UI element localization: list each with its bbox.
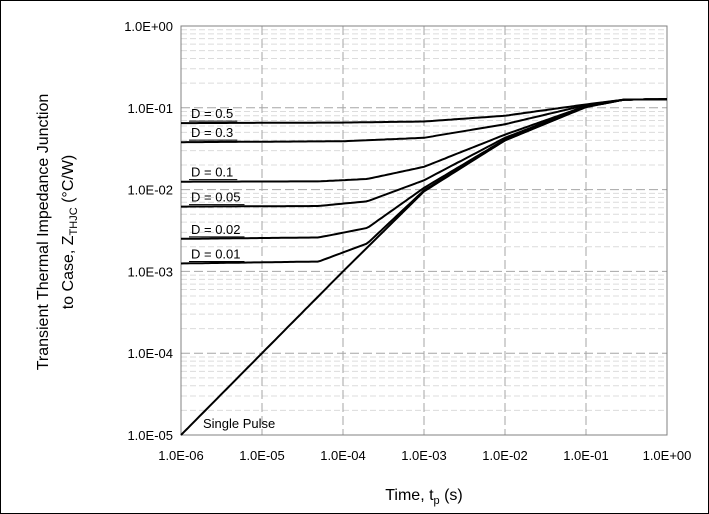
x-tick-labels: 1.0E-06 1.0E-05 1.0E-04 1.0E-03 1.0E-02 1.0E-… [158,448,691,463]
x-tick-label: 1.0E+00 [643,448,692,463]
y-tick-label: 1.0E-05 [127,428,173,443]
x-axis-title-main: Time, t [385,487,434,504]
curve-label-d-0-1: D = 0.1 [191,165,233,180]
y-tick-label: 1.0E+00 [124,19,173,34]
x-tick-label: 1.0E-04 [320,448,366,463]
curve-single-pulse [180,98,667,436]
y-tick-label: 1.0E-02 [127,183,173,198]
x-tick-label: 1.0E-06 [158,448,204,463]
x-axis-title-unit: (s) [440,487,463,504]
y-tick-label: 1.0E-01 [127,101,173,116]
x-tick-label: 1.0E-02 [482,448,528,463]
curve-label-d-0-5: D = 0.5 [191,106,233,121]
curve-d-0-3 [181,98,667,144]
curve-label-d-0-05: D = 0.05 [191,190,241,205]
curves: D = 0.5 D = 0.3 D = 0.1 D = 0.05 D = 0.02 D =… [180,98,667,436]
major-gridlines [181,26,667,435]
y-tick-label: 1.0E-03 [127,264,173,279]
y-tick-label: 1.0E-04 [127,346,173,361]
y-axis-title-sub: THJC [68,207,80,235]
x-tick-label: 1.0E-01 [563,448,609,463]
y-tick-labels: 1.0E-05 1.0E-04 1.0E-03 1.0E-02 1.0E-01 1.0E+… [124,19,173,443]
plot-area-border [180,25,668,436]
x-tick-label: 1.0E-03 [401,448,447,463]
y-axis-title-line2: to Case, ZTHJC (°C/W) [60,155,80,310]
x-axis-title-sub: p [434,495,440,507]
y-axis-title-line1: Transient Thermal Impedance Junction [35,94,52,371]
x-axis-title: Time, tp (s) [385,487,463,507]
y-axis-title-unit: (°C/W) [60,155,77,208]
curve-label-d-0-01: D = 0.01 [191,246,241,261]
curve-label-d-0-02: D = 0.02 [191,222,241,237]
curve-label-d-0-3: D = 0.3 [191,125,233,140]
curve-label-single-pulse: Single Pulse [203,416,275,431]
y-axis-title-main: to Case, Z [60,235,77,309]
x-tick-label: 1.0E-05 [239,448,285,463]
